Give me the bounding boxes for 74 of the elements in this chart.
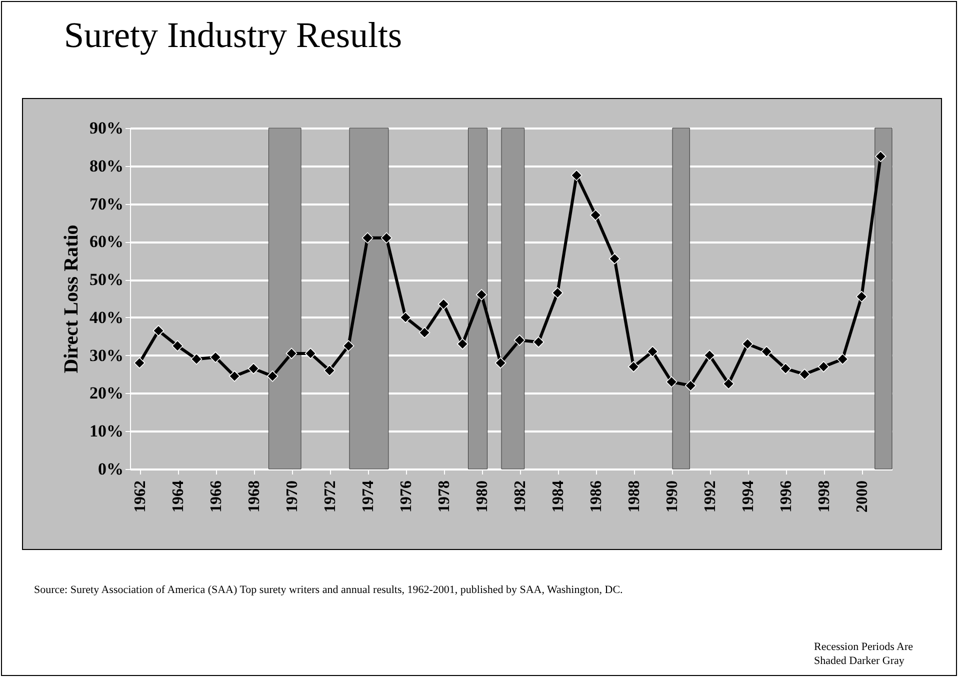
point	[684, 380, 696, 392]
x-tick-label: 1982	[512, 480, 530, 512]
point	[438, 298, 450, 310]
point	[704, 350, 716, 361]
point	[152, 325, 164, 336]
x-tick-label: 1966	[208, 480, 226, 512]
point	[818, 361, 830, 372]
x-tick-label: 1972	[322, 480, 340, 512]
y-tick-label: 60%	[90, 232, 124, 252]
point	[742, 338, 754, 350]
point	[248, 362, 260, 374]
point	[324, 364, 336, 376]
x-tick-label: 1990	[664, 480, 682, 512]
source-note: Source: Surety Association of America (SAA) Top surety writers and annual results, 1962-2001, published by SAA, Washington, DC.	[34, 584, 623, 596]
point	[286, 348, 298, 360]
point	[570, 170, 582, 182]
x-tick-label: 1962	[132, 480, 149, 512]
point	[646, 346, 658, 358]
text: Recession Periods Are Shaded Darker Gray	[814, 640, 914, 668]
point	[210, 352, 222, 363]
point	[266, 370, 278, 382]
point	[134, 357, 146, 369]
point	[856, 290, 868, 302]
point	[608, 253, 620, 264]
point	[172, 340, 184, 352]
x-tick-label: 1980	[474, 480, 492, 512]
y-tick-label: 20%	[90, 384, 124, 403]
point	[362, 232, 374, 244]
x-tick-label: 1970	[284, 480, 302, 512]
point	[722, 378, 734, 390]
x-tick-label: 1974	[360, 480, 378, 512]
x-tick-label: 1976	[398, 480, 416, 512]
point	[476, 289, 488, 300]
y-axis-title: Direct Loss Ratio	[60, 224, 82, 374]
x-tick-label: 1984	[550, 480, 568, 512]
x-tick-label: 1992	[702, 480, 720, 512]
point	[760, 346, 772, 358]
point	[304, 348, 316, 360]
x-tick-label: 1996	[778, 480, 796, 512]
point	[780, 362, 792, 374]
x-tick-label: 1998	[816, 480, 834, 512]
y-tick-label: 50%	[90, 270, 124, 290]
y-tick-label: 40%	[90, 308, 124, 327]
y-tick-label: 80%	[90, 156, 124, 176]
y-tick-label: 0%	[98, 460, 124, 478]
point	[532, 336, 544, 348]
point	[514, 334, 526, 346]
y-tick-label: 70%	[90, 194, 124, 214]
y-tick-label: 90%	[90, 118, 124, 138]
y-tick-label: 30%	[90, 346, 124, 365]
chart-title: Surety Industry Results	[64, 14, 402, 56]
point	[874, 150, 886, 162]
x-tick-label: 1964	[170, 480, 188, 512]
point	[418, 326, 430, 338]
x-tick-label: 1986	[588, 480, 606, 512]
point	[494, 357, 506, 369]
x-tick-label: 1988	[626, 480, 644, 512]
x-tick-label: 2000	[854, 480, 872, 512]
point	[666, 376, 678, 388]
x-tick-label: 1978	[436, 480, 454, 512]
point	[590, 210, 602, 221]
point	[798, 368, 810, 380]
x-tick-label: 1968	[246, 480, 264, 512]
point	[836, 353, 848, 365]
point	[190, 353, 202, 365]
point	[342, 340, 354, 352]
point	[228, 370, 240, 382]
y-tick-label: 10%	[90, 422, 124, 441]
point	[628, 361, 640, 372]
x-tick-label: 1994	[740, 480, 758, 512]
point	[400, 312, 412, 324]
point	[456, 338, 468, 350]
point	[552, 287, 564, 298]
point	[380, 232, 392, 244]
